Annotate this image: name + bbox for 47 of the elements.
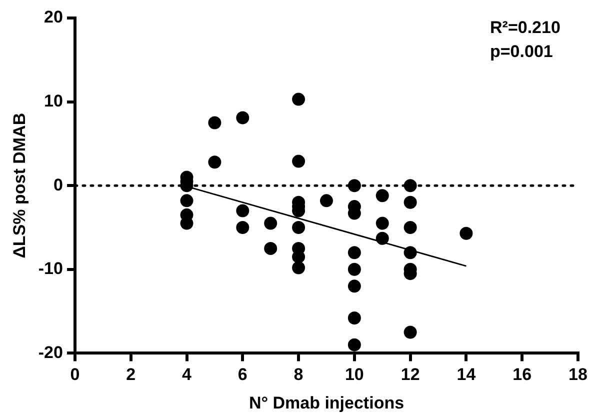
point: [264, 216, 278, 230]
point: [320, 194, 333, 208]
point: [348, 280, 361, 293]
point: [404, 179, 417, 192]
point: [348, 312, 361, 325]
point: [376, 232, 389, 245]
y-tick-label: 10: [44, 91, 63, 110]
x-tick-label: 18: [568, 365, 588, 384]
point: [236, 204, 250, 218]
point: [376, 216, 389, 230]
point: [404, 221, 417, 234]
y-tick-label: -20: [38, 342, 63, 362]
point: [264, 242, 278, 255]
x-tick-label: 12: [400, 365, 420, 384]
point: [376, 189, 389, 202]
x-tick-label: 6: [238, 365, 248, 384]
point: [208, 116, 222, 130]
point: [348, 179, 361, 192]
annotation: p=0.001: [490, 42, 553, 62]
x-tick-label: 16: [512, 365, 532, 384]
point: [236, 221, 250, 234]
x-tick-label: 4: [182, 365, 192, 384]
point: [208, 156, 222, 169]
point: [404, 326, 417, 339]
annotation: R²=0.210: [490, 18, 560, 38]
point: [404, 246, 417, 260]
point: [292, 154, 306, 168]
point: [292, 92, 306, 106]
point: [460, 226, 473, 240]
x-tick-label: 14: [456, 365, 476, 384]
point: [348, 246, 361, 260]
x-tick-label: 8: [294, 365, 304, 384]
y-tick-label: -10: [38, 259, 63, 278]
x-tick-label: 0: [70, 365, 80, 384]
point: [236, 111, 250, 124]
point: [292, 261, 306, 274]
point: [180, 194, 194, 208]
point: [348, 262, 361, 276]
point: [292, 221, 306, 234]
y-tick-label: 20: [44, 8, 63, 27]
point: [404, 196, 417, 209]
x-axis-title: N° Dmab injections: [248, 393, 404, 412]
point: [348, 338, 361, 352]
x-tick-label: 10: [344, 365, 364, 384]
x-tick-label: 2: [126, 365, 136, 384]
y-tick-label: 0: [54, 175, 63, 194]
y-axis-title: ΔLS% post DMAB: [10, 112, 29, 258]
